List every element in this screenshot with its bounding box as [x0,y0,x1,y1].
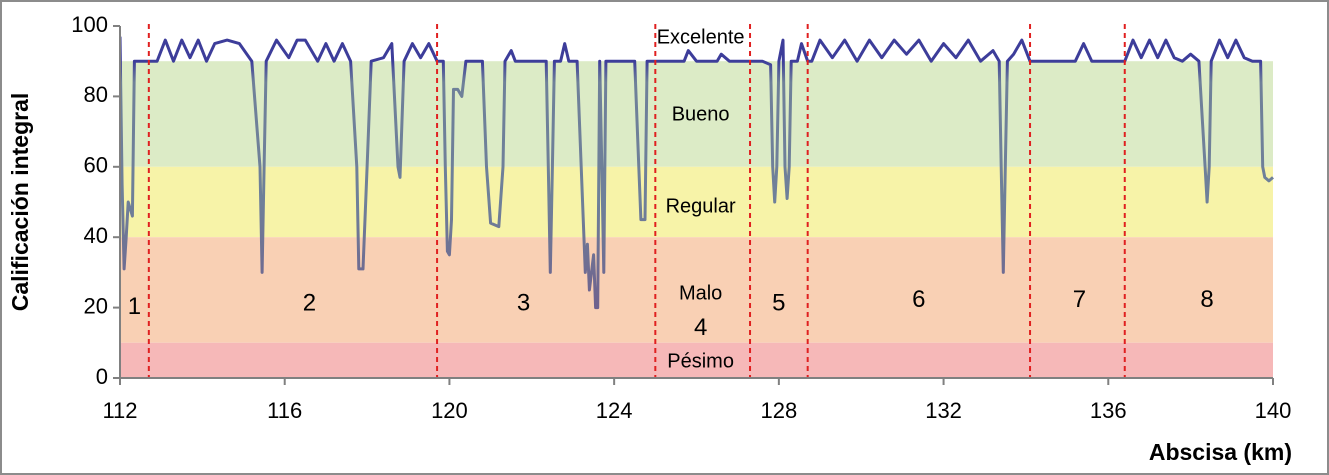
x-axis-title: Abscisa (km) [1149,439,1292,465]
y-tick-label-1: 20 [84,293,108,318]
section-label-1: 1 [128,293,141,320]
series-line-0 [120,36,1274,310]
x-tick-label-2: 120 [431,398,468,423]
section-dividers [147,24,1126,378]
band-label-0: Excelente [657,26,745,48]
rating-bands [120,26,1273,378]
band-label-1: Bueno [672,103,730,125]
band-4 [120,342,1273,378]
y-tick-label-3: 60 [84,153,108,178]
band-label-2: Regular [666,195,736,217]
y-tick-label-4: 80 [84,82,108,107]
section-labels: 1 2 3 4 5 6 7 8 [128,286,1214,341]
band-3 [120,237,1273,343]
y-tick-label-5: 100 [71,12,108,37]
band-0 [120,26,1273,62]
section-label-8: 8 [1200,286,1213,313]
section-label-2: 2 [303,289,316,316]
band-label-3: Malo [679,282,722,304]
y-axis-title: Calificación integral [7,93,33,312]
x-tick-label-3: 124 [596,398,633,423]
x-tick-label-0: 112 [102,398,137,423]
section-label-6: 6 [912,286,925,313]
section-label-3: 3 [517,289,530,316]
section-label-5: 5 [772,289,785,316]
x-tick-label-4: 128 [760,398,797,423]
rating-band-labels: Excelente Bueno Regular Malo Pésimo [657,26,745,372]
section-label-7: 7 [1073,286,1086,313]
band-1 [120,61,1273,167]
x-tick-label-7: 140 [1255,398,1292,423]
band-2 [120,166,1273,238]
y-tick-label-0: 0 [96,364,108,389]
x-tick-label-6: 136 [1090,398,1127,423]
section-label-4: 4 [694,314,707,341]
x-tick-label-5: 132 [925,398,962,423]
band-label-4: Pésimo [667,350,734,372]
x-tick-label-1: 116 [267,398,302,423]
y-tick-label-2: 40 [84,223,108,248]
series-lines [120,36,1274,310]
